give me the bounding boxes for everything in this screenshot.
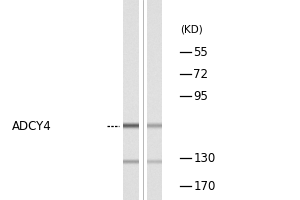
- Text: 72: 72: [194, 68, 208, 80]
- Text: 130: 130: [194, 152, 216, 164]
- Text: 55: 55: [194, 46, 208, 58]
- Text: (KD): (KD): [180, 24, 203, 34]
- Text: 95: 95: [194, 90, 208, 102]
- Text: ADCY4: ADCY4: [12, 119, 52, 132]
- Text: 170: 170: [194, 180, 216, 192]
